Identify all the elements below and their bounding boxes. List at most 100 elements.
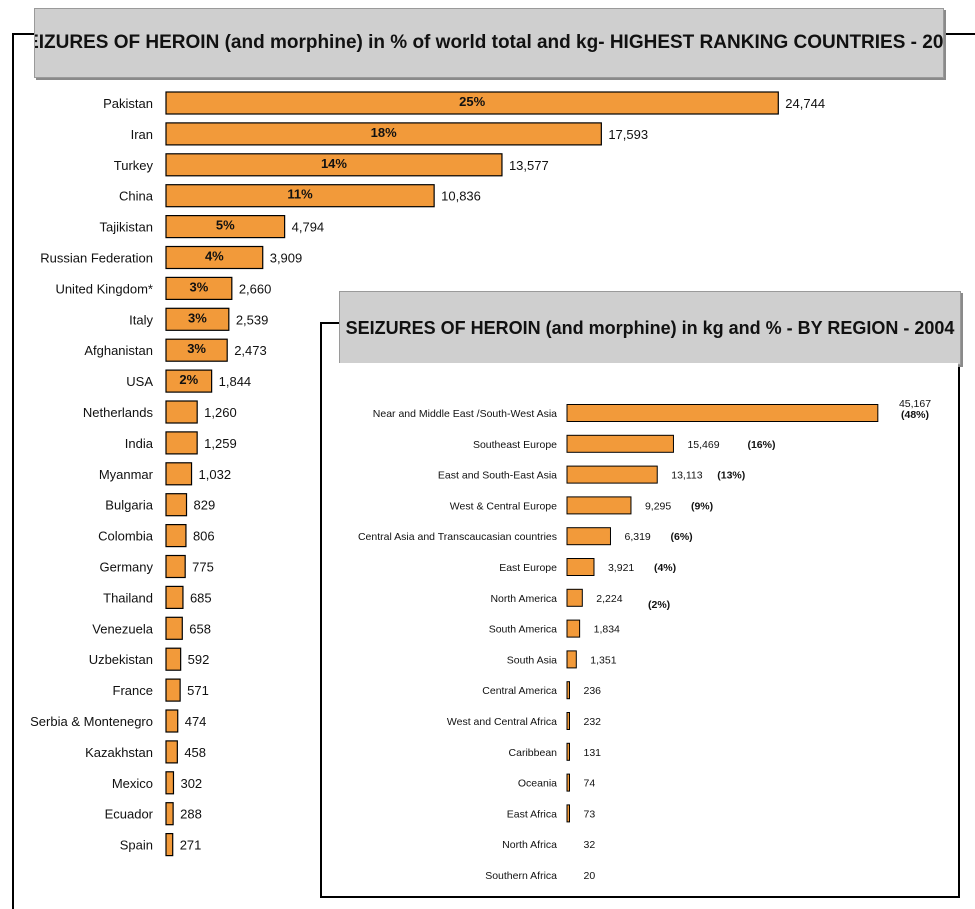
region-bar	[566, 619, 581, 638]
region-value-label: 45,167	[899, 398, 931, 410]
country-bar	[165, 215, 286, 239]
region-value-label: 13,113	[671, 470, 702, 482]
region-value-label: 15,469	[687, 439, 719, 451]
country-percent-label: 14%	[321, 156, 347, 171]
country-bar	[165, 678, 181, 702]
region-value-label: 32	[584, 839, 596, 851]
country-bar	[165, 153, 503, 177]
country-bar	[165, 616, 183, 640]
inset-frame-top-left	[320, 322, 339, 324]
country-label: Turkey	[114, 158, 154, 173]
country-value-label: 4,794	[292, 220, 325, 235]
region-bar	[566, 742, 570, 761]
country-label: Russian Federation	[40, 251, 153, 266]
region-value-label: 73	[584, 808, 596, 820]
country-percent-label: 18%	[371, 125, 397, 140]
country-label: India	[125, 436, 154, 451]
region-bar	[566, 588, 583, 607]
country-bar	[165, 523, 187, 548]
country-value-label: 1,844	[219, 374, 252, 389]
region-percent-label: (9%)	[691, 500, 713, 512]
region-bar	[566, 773, 570, 792]
region-bar	[566, 681, 570, 700]
country-value-label: 685	[190, 590, 212, 605]
country-value-label: 2,660	[239, 281, 272, 296]
region-value-label: 1,351	[590, 654, 616, 666]
region-value-label: 9,295	[645, 500, 671, 512]
country-percent-label: 25%	[459, 94, 485, 109]
country-bar	[165, 462, 193, 486]
country-bar	[165, 91, 779, 115]
country-value-label: 2,473	[234, 343, 267, 358]
inset-frame-bottom	[320, 896, 960, 898]
country-label: Ecuador	[105, 807, 154, 822]
region-label: Central Asia and Transcaucasian countrie…	[358, 531, 557, 543]
country-bar	[165, 771, 175, 795]
country-label: Thailand	[103, 590, 153, 605]
region-value-label: 2,224	[596, 593, 622, 605]
country-percent-label: 3%	[187, 341, 206, 356]
country-bar	[165, 122, 602, 146]
region-value-label: 6,319	[624, 531, 650, 543]
region-bar	[566, 404, 879, 422]
country-value-label: 474	[185, 714, 207, 729]
region-bar	[566, 496, 632, 515]
region-label: North America	[490, 593, 557, 605]
country-label: Mexico	[112, 776, 153, 791]
country-label: Kazakhstan	[85, 745, 153, 760]
country-value-label: 10,836	[441, 189, 481, 204]
country-value-label: 2,539	[236, 312, 269, 327]
country-percent-label: 11%	[287, 187, 313, 202]
country-bar	[165, 245, 264, 270]
country-label: United Kingdom*	[55, 281, 153, 296]
region-percent-label: (48%)	[901, 409, 929, 421]
region-percent-label: (6%)	[670, 531, 692, 543]
country-value-label: 658	[189, 621, 211, 636]
inset-chart-title: SEIZURES OF HEROIN (and morphine) in kg …	[339, 291, 961, 365]
country-bar	[165, 307, 230, 331]
country-label: USA	[126, 374, 153, 389]
region-label: South Asia	[507, 654, 557, 666]
country-value-label: 592	[188, 652, 210, 667]
country-value-label: 288	[180, 807, 202, 822]
country-value-label: 24,744	[785, 96, 825, 111]
country-bar	[165, 400, 198, 424]
region-bar	[566, 465, 658, 484]
region-percent-label: (4%)	[654, 562, 676, 574]
country-bar	[165, 276, 233, 300]
region-label: Southeast Europe	[473, 439, 557, 451]
country-label: Netherlands	[83, 405, 154, 420]
region-value-label: 232	[584, 716, 602, 728]
country-percent-label: 3%	[188, 310, 207, 325]
country-label: Colombia	[98, 529, 154, 544]
region-label: West & Central Europe	[450, 500, 557, 512]
country-label: Tajikistan	[100, 220, 153, 235]
country-value-label: 775	[192, 560, 214, 575]
region-value-label: 236	[584, 685, 602, 697]
country-percent-label: 5%	[216, 218, 235, 233]
country-value-label: 806	[193, 529, 215, 544]
region-bar	[566, 712, 570, 730]
country-value-label: 13,577	[509, 158, 549, 173]
region-label: South America	[489, 624, 557, 636]
country-value-label: 1,260	[204, 405, 237, 420]
region-percent-label: (16%)	[747, 439, 775, 451]
region-label: East and South-East Asia	[438, 470, 557, 482]
inset-frame-left	[320, 322, 322, 898]
country-bar	[165, 832, 174, 857]
outer-frame-left	[12, 33, 14, 909]
region-bar	[566, 558, 595, 576]
country-label: China	[119, 189, 154, 204]
country-percent-label: 3%	[190, 279, 209, 294]
region-value-label: 131	[584, 747, 602, 759]
country-label: Spain	[120, 838, 153, 853]
country-label: Uzbekistan	[89, 652, 153, 667]
country-label: Serbia & Montenegro	[30, 714, 153, 729]
country-value-label: 302	[180, 776, 202, 791]
country-bar	[165, 554, 186, 579]
country-percent-label: 2%	[179, 372, 198, 387]
country-bar	[165, 709, 179, 733]
region-label: East Europe	[499, 562, 557, 574]
country-value-label: 829	[194, 498, 216, 513]
